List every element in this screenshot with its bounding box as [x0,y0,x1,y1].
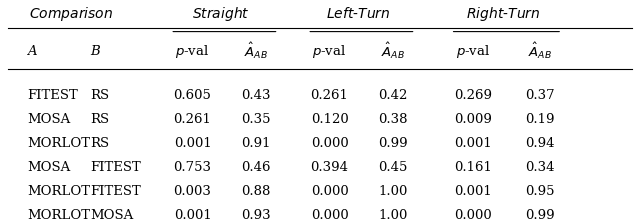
Text: 0.46: 0.46 [241,161,271,174]
Text: 0.38: 0.38 [378,113,408,126]
Text: 0.009: 0.009 [454,113,492,126]
Text: MORLOT: MORLOT [27,185,90,198]
Text: $\it{Left\text{-}Turn}$: $\it{Left\text{-}Turn}$ [326,6,390,21]
Text: MORLOT: MORLOT [27,209,90,222]
Text: 0.99: 0.99 [525,209,555,222]
Text: 0.261: 0.261 [310,89,349,102]
Text: MOSA: MOSA [27,113,70,126]
Text: $p$-val: $p$-val [175,43,210,60]
Text: FITEST: FITEST [91,185,141,198]
Text: $\hat{A}_{AB}$: $\hat{A}_{AB}$ [244,41,268,61]
Text: 0.93: 0.93 [241,209,271,222]
Text: 0.88: 0.88 [241,185,271,198]
Text: 0.95: 0.95 [525,185,555,198]
Text: 0.94: 0.94 [525,137,555,150]
Text: 0.120: 0.120 [310,113,348,126]
Text: 0.000: 0.000 [310,209,348,222]
Text: $p$-val: $p$-val [456,43,490,60]
Text: 1.00: 1.00 [379,185,408,198]
Text: $\hat{A}_{AB}$: $\hat{A}_{AB}$ [381,41,405,61]
Text: MOSA: MOSA [91,209,134,222]
Text: 0.34: 0.34 [525,161,555,174]
Text: FITEST: FITEST [91,161,141,174]
Text: 0.269: 0.269 [454,89,492,102]
Text: 0.35: 0.35 [241,113,271,126]
Text: B: B [91,45,100,58]
Text: 0.000: 0.000 [310,137,348,150]
Text: MOSA: MOSA [27,161,70,174]
Text: 0.000: 0.000 [310,185,348,198]
Text: RS: RS [91,89,109,102]
Text: 0.394: 0.394 [310,161,349,174]
Text: $\it{Straight}$: $\it{Straight}$ [193,5,250,23]
Text: 0.91: 0.91 [241,137,271,150]
Text: $p$-val: $p$-val [312,43,347,60]
Text: 0.753: 0.753 [173,161,212,174]
Text: RS: RS [91,137,109,150]
Text: 0.37: 0.37 [525,89,555,102]
Text: 0.003: 0.003 [173,185,211,198]
Text: $\it{Comparison}$: $\it{Comparison}$ [29,5,113,23]
Text: RS: RS [91,113,109,126]
Text: 0.261: 0.261 [173,113,211,126]
Text: 1.00: 1.00 [379,209,408,222]
Text: 0.605: 0.605 [173,89,211,102]
Text: 0.000: 0.000 [454,209,492,222]
Text: 0.19: 0.19 [525,113,555,126]
Text: 0.001: 0.001 [173,209,211,222]
Text: MORLOT: MORLOT [27,137,90,150]
Text: $\hat{A}_{AB}$: $\hat{A}_{AB}$ [528,41,552,61]
Text: $\it{Right\text{-}Turn}$: $\it{Right\text{-}Turn}$ [466,5,540,23]
Text: FITEST: FITEST [27,89,77,102]
Text: 0.99: 0.99 [378,137,408,150]
Text: 0.161: 0.161 [454,161,492,174]
Text: 0.43: 0.43 [241,89,271,102]
Text: 0.001: 0.001 [173,137,211,150]
Text: 0.42: 0.42 [379,89,408,102]
Text: 0.001: 0.001 [454,185,492,198]
Text: A: A [27,45,36,58]
Text: 0.001: 0.001 [454,137,492,150]
Text: 0.45: 0.45 [379,161,408,174]
